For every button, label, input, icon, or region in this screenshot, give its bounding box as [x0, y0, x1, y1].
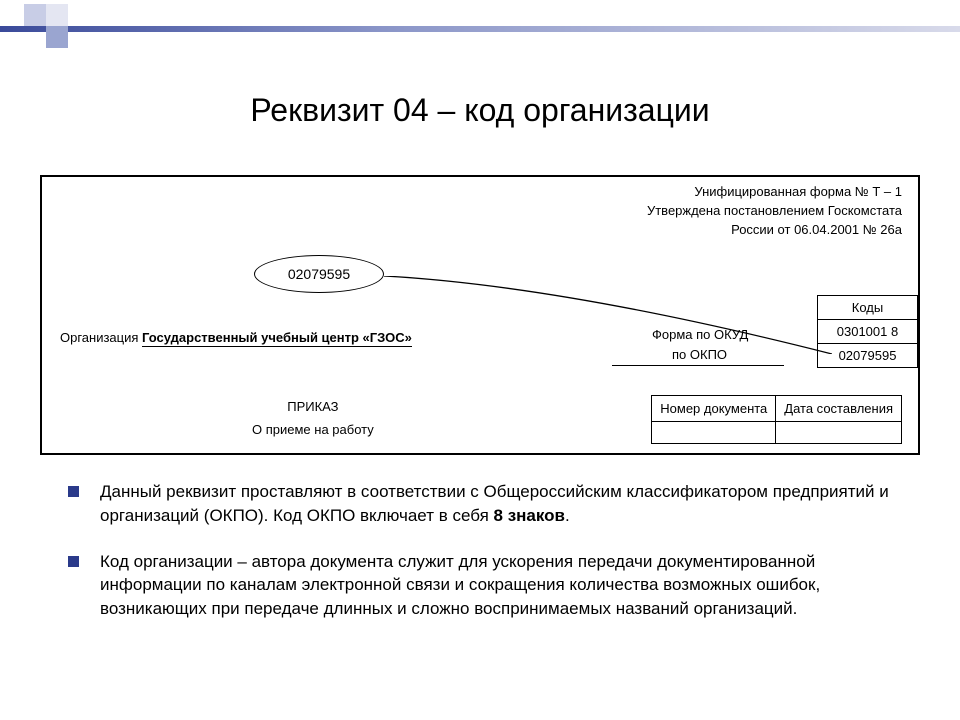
deco-square [46, 4, 68, 26]
doc-col-number: Номер документа [652, 396, 776, 422]
deco-square [46, 26, 68, 48]
connector-line [384, 276, 832, 354]
order-subtitle: О приеме на работу [252, 418, 374, 441]
slide-title: Реквизит 04 – код организации [0, 92, 960, 129]
codes-table: Коды 0301001 8 02079595 [817, 295, 918, 368]
order-title: ПРИКАЗ [252, 395, 374, 418]
doc-col-date: Дата составления [776, 396, 902, 422]
doc-date-cell [776, 422, 902, 444]
doc-number-cell [652, 422, 776, 444]
order-block: ПРИКАЗ О приеме на работу [252, 395, 374, 442]
top-gradient-bar [0, 26, 960, 32]
organization-line: Организация Государственный учебный цент… [60, 330, 412, 345]
code-okud-cell: 0301001 8 [818, 320, 918, 344]
form-header-line: Унифицированная форма № Т – 1 [647, 183, 902, 202]
org-name: Государственный учебный центр «ГЗОС» [142, 330, 412, 347]
org-label: Организация [60, 330, 142, 345]
document-table: Номер документа Дата составления [651, 395, 902, 444]
form-header-line: России от 06.04.2001 № 26а [647, 221, 902, 240]
bullet-text: . [565, 506, 570, 525]
bullet-list: Данный реквизит проставляют в соответств… [68, 480, 898, 643]
form-header: Унифицированная форма № Т – 1 Утверждена… [647, 183, 902, 240]
form-header-line: Утверждена постановлением Госкомстата [647, 202, 902, 221]
codes-header-cell: Коды [818, 296, 918, 320]
deco-square [24, 4, 46, 26]
bullet-item: Данный реквизит проставляют в соответств… [68, 480, 898, 528]
bullet-bold: 8 знаков [494, 506, 565, 525]
form-frame: Унифицированная форма № Т – 1 Утверждена… [40, 175, 920, 455]
bullet-text: Код организации – автора документа служи… [100, 552, 820, 619]
code-callout-ellipse: 02079595 [254, 255, 384, 293]
blank-underline [612, 365, 784, 366]
ellipse-code-value: 02079595 [288, 266, 350, 282]
slide-top-decoration [0, 0, 960, 50]
bullet-item: Код организации – автора документа служи… [68, 550, 898, 621]
code-okpo-cell: 02079595 [818, 344, 918, 368]
